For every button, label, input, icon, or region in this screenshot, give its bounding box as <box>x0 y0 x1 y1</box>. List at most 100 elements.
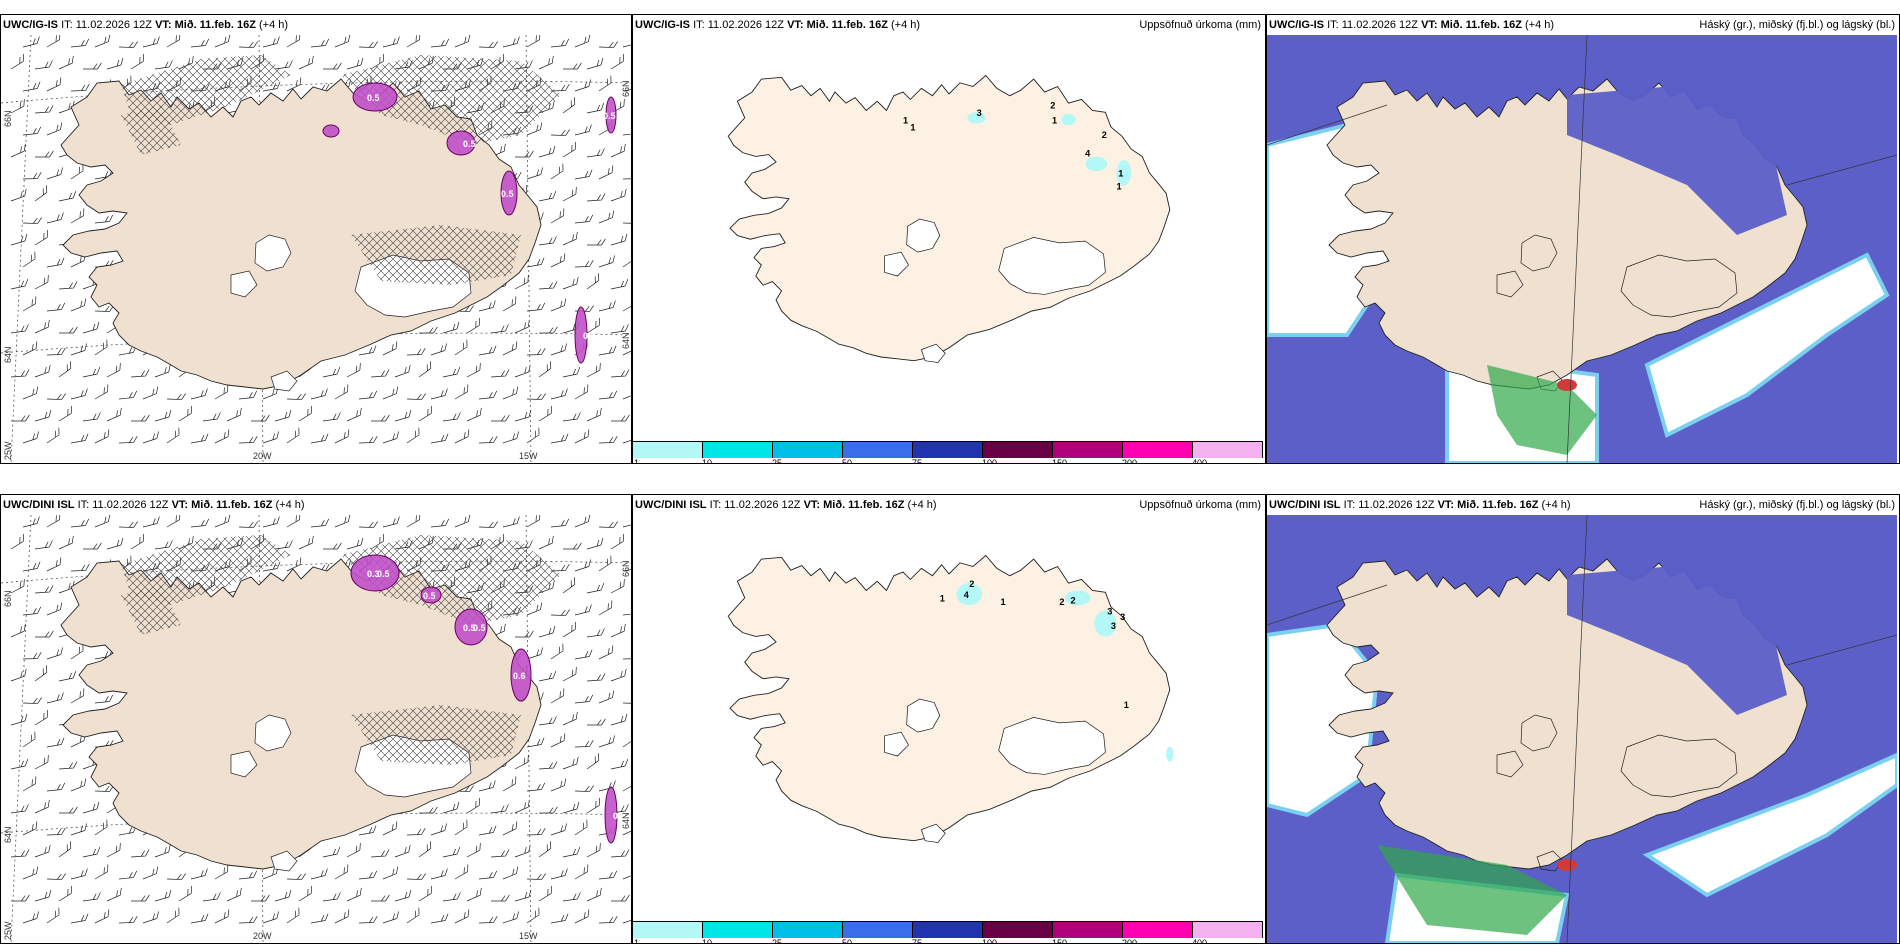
map-canvas <box>1267 515 1897 943</box>
panel-title: UWC/DINI ISL IT: 11.02.2026 12Z VT: Mið.… <box>633 495 1265 515</box>
precip-value-label: 2 <box>969 579 974 589</box>
precip-area-1 <box>967 112 986 124</box>
legend-swatch <box>913 921 983 938</box>
graticule <box>1267 515 1897 943</box>
contour-label: 0.5 <box>367 93 380 103</box>
title-it: 11.02.2026 12Z <box>75 19 152 31</box>
glacier-1 <box>254 234 292 272</box>
precip-legend: 1 10 25 50 75 100 150 200 400 <box>633 441 1265 463</box>
glacier-1 <box>906 698 941 733</box>
hatch-area-3 <box>351 225 521 285</box>
precip-area-2 <box>1064 590 1091 606</box>
glacier-2 <box>884 251 909 277</box>
glacier-outline-1 <box>1520 234 1558 272</box>
precip-value-label: 1 <box>910 123 915 133</box>
title-it: 11.02.2026 12Z <box>724 499 801 511</box>
title-it-label: IT: <box>709 499 722 511</box>
title-vt: Mið. 11.feb. 16Z <box>806 19 888 31</box>
title-it: 11.02.2026 12Z <box>707 19 784 31</box>
lon-label-15w: 15W <box>519 451 538 461</box>
panel-precip-dini: 2 4 1 1 2 2 3 3 3 1 1 10 25 50 75 100 150 200 400 UWC/DINI … <box>632 494 1266 944</box>
precip-value-label: 1 <box>903 115 908 125</box>
map-canvas: 0.5 0.5 0.5 0.5 0.5 <box>1 35 631 463</box>
title-vt-label: VT: <box>787 19 804 31</box>
precip-blob-5 <box>420 586 442 604</box>
precip-blob-2 <box>446 130 476 156</box>
high-cloud-area <box>1377 845 1567 935</box>
panel-precip-igis: 3 1 1 2 1 4 2 1 1 1 10 25 50 75 100 150 200 400 UWC/IG-IS … <box>632 14 1266 464</box>
glacier-outline-3 <box>1620 734 1738 798</box>
field-title: Uppsöfnuð úrkoma (mm) <box>1135 15 1261 35</box>
legend-label: 150 <box>1052 458 1068 464</box>
glacier-2 <box>230 750 258 778</box>
legend-swatch <box>703 441 773 458</box>
field-title: Háský (gr.), miðský (fj.bl.) og lágský (… <box>1695 495 1895 515</box>
contour-label: 0.5 <box>463 139 476 149</box>
precip-blob-1 <box>352 82 398 112</box>
legend-label: 10 <box>702 458 713 464</box>
glacier-1 <box>906 218 941 253</box>
legend-label: 100 <box>982 938 998 944</box>
title-vt-label: VT: <box>803 499 821 511</box>
lat-label-64n-right: 64N <box>621 812 631 829</box>
legend-swatch <box>1193 441 1263 458</box>
title-model: UWC/DINI ISL <box>1269 499 1341 511</box>
lon-label-15w: 15W <box>519 931 538 941</box>
legend-label: 200 <box>1122 458 1138 464</box>
title-vt: Mið. 11.feb. 16Z <box>174 19 256 31</box>
legend-swatch <box>1053 921 1123 938</box>
title-vt: Mið. 11.feb. 16Z <box>191 499 273 511</box>
legend-swatch <box>1053 441 1123 458</box>
legend-swatch <box>1123 441 1193 458</box>
precip-blob-4 <box>604 786 618 844</box>
legend-label: 400 <box>1192 458 1208 464</box>
precip-value-label: 3 <box>1120 612 1125 622</box>
precip-value-label: 3 <box>1111 621 1116 631</box>
precip-blob-3 <box>500 170 518 216</box>
glacier-2 <box>230 270 258 298</box>
panel-wind-dini: 0.3 0.5 0.6 0.6 0.5 0.5 0.5 66N 64N 25W 20W 15W 66N 6… <box>0 494 632 944</box>
legend-swatch <box>633 441 703 458</box>
hatch-area-1 <box>121 55 291 125</box>
field-title: Uppsöfnuð úrkoma (mm) <box>1135 495 1261 515</box>
precip-value-label: 3 <box>977 108 982 118</box>
glacier-outline-1 <box>1520 714 1558 752</box>
glacier-4 <box>270 850 298 872</box>
title-it-label: IT: <box>61 19 73 31</box>
precip-area-4 <box>1116 160 1132 186</box>
map-canvas: 0.30.50.60.60.50.50.5 <box>1 515 631 943</box>
glacier-4 <box>920 343 946 363</box>
legend-swatch <box>773 441 843 458</box>
title-vt-label: VT: <box>1421 19 1438 31</box>
precip-area-3 <box>1094 610 1117 637</box>
lon-label-25w: 25W <box>3 921 13 940</box>
legend-swatch <box>1123 921 1193 938</box>
legend-swatch <box>983 921 1053 938</box>
precip-value-label: 1 <box>1001 597 1006 607</box>
legend-label: 400 <box>1192 938 1208 944</box>
legend-label: 75 <box>912 458 923 464</box>
legend-label: 1 <box>634 458 640 464</box>
low-cloud-over-land <box>1567 565 1787 715</box>
lon-label-25w: 25W <box>3 441 13 460</box>
legend-swatch <box>633 921 703 938</box>
hatch-area-3 <box>351 705 521 765</box>
title-it-label: IT: <box>1327 19 1339 31</box>
precip-value-label: 3 <box>1107 606 1112 616</box>
title-model: UWC/IG-IS <box>3 19 58 31</box>
lon-label-20w: 20W <box>253 931 272 941</box>
precip-blob-4 <box>574 306 588 364</box>
lat-label-64n: 64N <box>3 346 13 363</box>
title-lead: (+4 h) <box>1541 499 1571 511</box>
lat-label-66n: 66N <box>3 110 13 127</box>
glacier-3 <box>998 717 1106 775</box>
cloud-red-spot <box>1557 859 1577 871</box>
legend-label: 150 <box>1052 938 1068 944</box>
title-vt: Mið. 11.feb. 16Z <box>823 499 905 511</box>
legend-swatch <box>703 921 773 938</box>
title-it-label: IT: <box>77 499 90 511</box>
glacier-1 <box>254 714 292 752</box>
precip-area-3 <box>1085 156 1108 172</box>
clear-area-3 <box>1644 252 1890 438</box>
